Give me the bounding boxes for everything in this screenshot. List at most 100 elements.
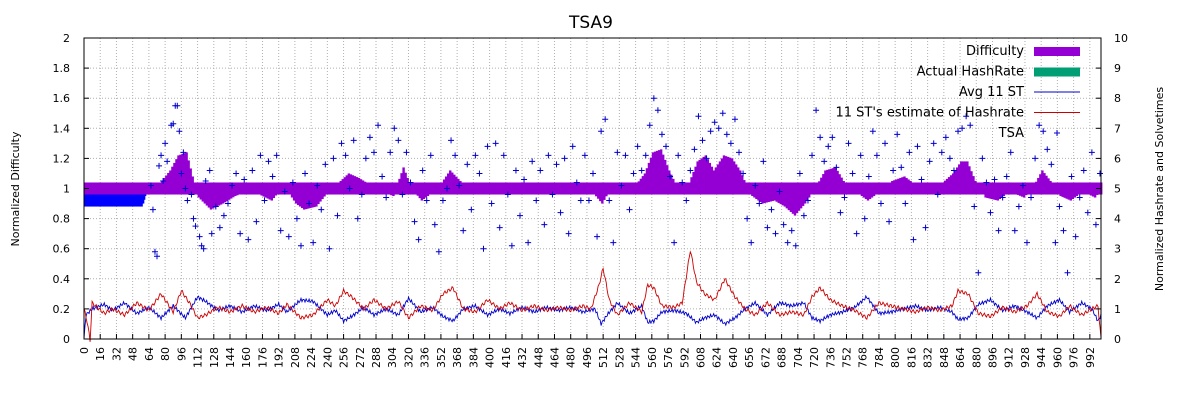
difficulty-mark <box>1059 182 1062 197</box>
difficulty-mark <box>949 175 953 195</box>
difficulty-mark <box>917 182 920 195</box>
hashrate-mark <box>115 188 117 204</box>
difficulty-mark <box>546 182 549 195</box>
difficulty-mark <box>668 170 671 195</box>
x-tick-label: 864 <box>954 347 967 368</box>
difficulty-mark <box>927 182 931 195</box>
difficulty-mark <box>980 182 983 195</box>
tsa-point <box>902 200 909 207</box>
hashrate-mark <box>114 188 116 204</box>
difficulty-mark <box>463 182 466 195</box>
x-tick-label: 752 <box>840 347 853 368</box>
difficulty-mark <box>793 182 797 216</box>
difficulty-mark <box>647 162 651 195</box>
difficulty-mark <box>767 182 770 203</box>
tsa-point <box>975 269 982 276</box>
difficulty-mark <box>741 175 744 195</box>
difficulty-mark <box>552 182 555 195</box>
difficulty-mark <box>197 182 200 198</box>
difficulty-mark <box>100 182 103 195</box>
difficulty-mark <box>601 182 604 204</box>
difficulty-mark <box>507 182 511 195</box>
tsa-point <box>330 155 337 162</box>
tsa-point <box>845 140 852 147</box>
tsa-point <box>1007 149 1014 156</box>
difficulty-mark <box>1055 182 1058 195</box>
tsa-point <box>569 143 576 150</box>
difficulty-mark <box>1039 174 1042 195</box>
difficulty-mark <box>736 167 740 195</box>
tsa-point <box>581 152 588 159</box>
difficulty-mark <box>960 161 963 195</box>
tsa-point <box>529 158 536 165</box>
difficulty-mark <box>801 182 805 206</box>
x-tick-label: 352 <box>435 347 448 368</box>
difficulty-mark <box>694 166 697 195</box>
difficulty-mark <box>130 182 134 195</box>
tsa-point <box>399 191 406 198</box>
tsa-point <box>610 239 617 246</box>
difficulty-mark <box>968 166 971 195</box>
difficulty-mark <box>651 152 655 195</box>
difficulty-mark <box>227 182 231 200</box>
difficulty-mark <box>440 182 444 195</box>
x-tick-label: 80 <box>159 347 172 361</box>
tsa-point <box>946 155 953 162</box>
difficulty-mark <box>465 182 468 195</box>
difficulty-mark <box>1061 182 1064 197</box>
difficulty-mark <box>834 167 837 195</box>
difficulty-mark <box>94 182 97 195</box>
difficulty-mark <box>777 182 780 203</box>
hashrate-mark <box>88 188 90 204</box>
tsa-point <box>557 209 564 216</box>
difficulty-mark <box>410 182 413 195</box>
tsa-point <box>338 140 345 147</box>
tsa-point <box>452 152 459 159</box>
tsa-point <box>825 143 832 150</box>
difficulty-mark <box>1024 182 1028 196</box>
tsa-point <box>942 134 949 141</box>
difficulty-mark <box>645 168 649 195</box>
hashrate-mark <box>103 188 105 204</box>
difficulty-mark <box>887 182 890 195</box>
difficulty-mark <box>978 182 981 195</box>
difficulty-mark <box>201 182 205 202</box>
difficulty-mark <box>755 182 758 200</box>
difficulty-mark <box>479 182 482 195</box>
y2-tick-label: 0 <box>1114 333 1121 346</box>
difficulty-mark <box>988 182 991 199</box>
difficulty-mark <box>536 182 539 195</box>
tsa-point <box>549 191 556 198</box>
difficulty-mark <box>769 182 772 202</box>
tsa-point <box>151 248 158 255</box>
x-tick-label: 608 <box>694 347 707 368</box>
tsa-point <box>178 170 185 177</box>
tsa-point <box>699 137 706 144</box>
difficulty-mark <box>674 182 677 195</box>
tsa-point <box>456 182 463 189</box>
difficulty-mark <box>945 178 949 195</box>
difficulty-mark <box>903 176 906 195</box>
difficulty-mark <box>605 182 608 197</box>
tsa-point <box>423 197 430 204</box>
difficulty-mark <box>290 182 294 198</box>
difficulty-mark <box>118 182 121 195</box>
difficulty-mark <box>933 182 937 195</box>
difficulty-mark <box>956 167 959 195</box>
difficulty-mark <box>325 182 328 195</box>
difficulty-mark <box>880 182 884 195</box>
difficulty-mark <box>613 182 616 195</box>
tsa-point <box>302 170 309 177</box>
difficulty-mark <box>252 182 255 195</box>
difficulty-mark <box>296 182 300 206</box>
difficulty-mark <box>120 182 123 195</box>
difficulty-mark <box>333 182 336 195</box>
difficulty-mark <box>972 176 975 195</box>
hashrate-mark <box>94 188 96 204</box>
difficulty-mark <box>167 172 170 195</box>
difficulty-mark <box>1020 182 1024 197</box>
hashrate-mark <box>126 188 129 204</box>
difficulty-mark <box>891 180 894 195</box>
tsa-point <box>147 182 154 189</box>
difficulty-mark <box>860 182 864 197</box>
